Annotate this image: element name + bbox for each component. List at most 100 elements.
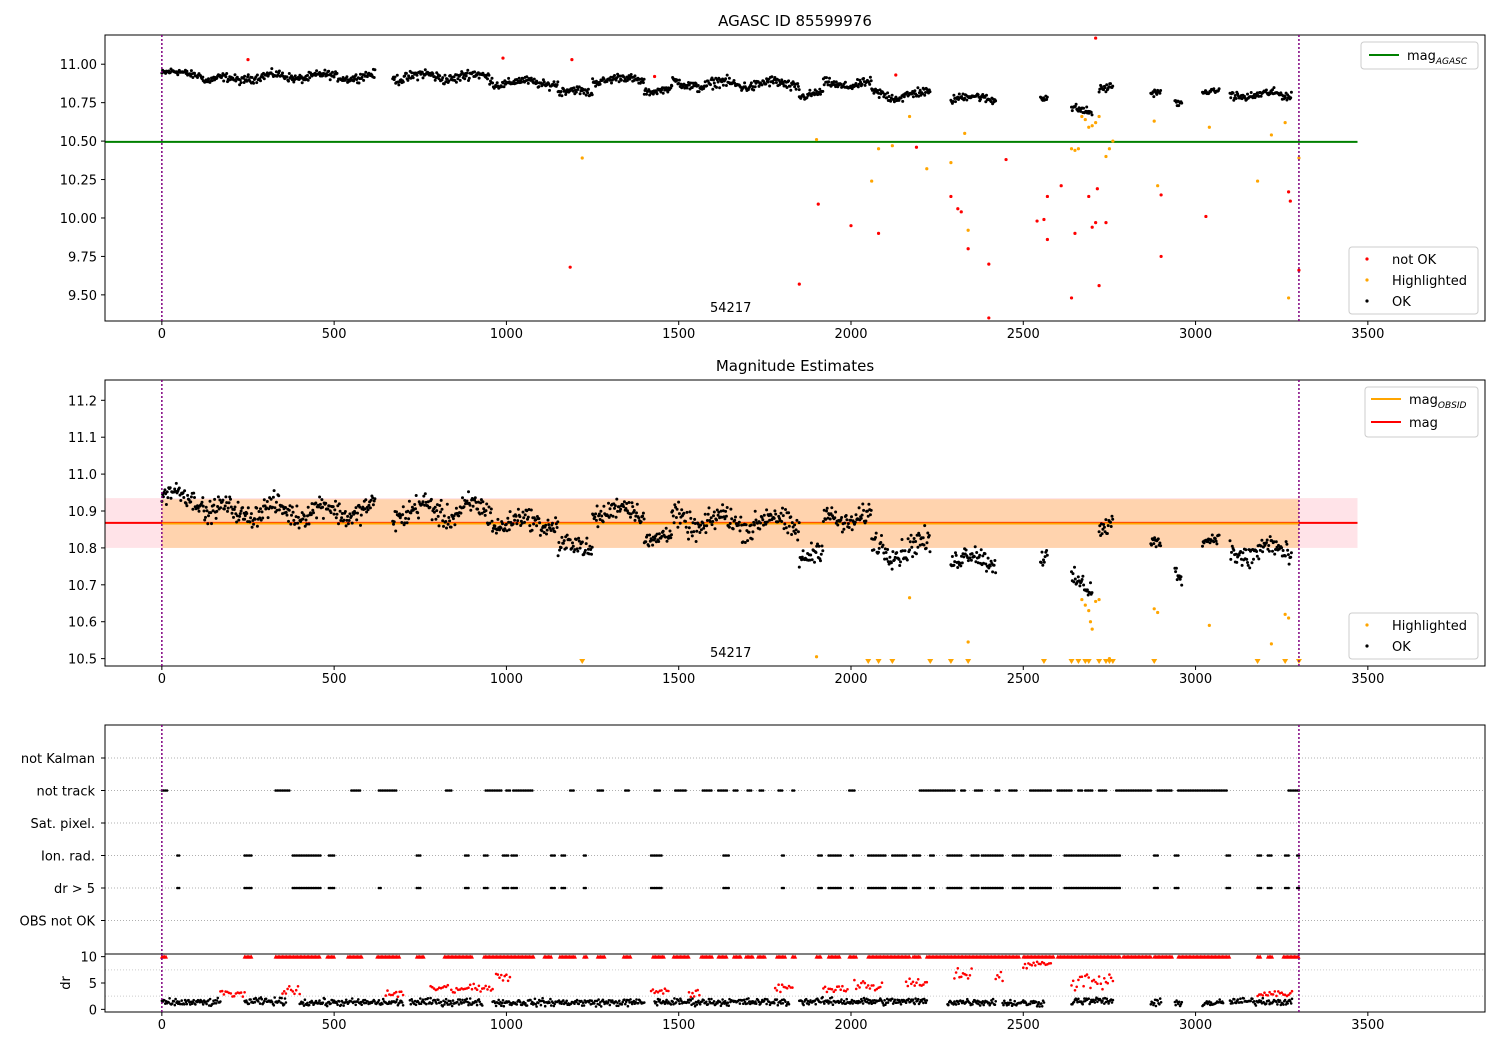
ok-point xyxy=(285,513,289,517)
flag-point xyxy=(394,789,398,792)
ok-point xyxy=(359,72,362,76)
flag-point xyxy=(1022,854,1025,857)
ok-point xyxy=(960,561,964,565)
dr-not-ok-point xyxy=(496,973,500,976)
ok-point xyxy=(928,90,932,94)
dr-not-ok-point xyxy=(384,994,388,997)
ok-point xyxy=(435,509,439,513)
ok-point xyxy=(900,538,904,541)
highlighted-point xyxy=(1207,623,1211,628)
ok-point xyxy=(1073,577,1077,581)
ok-point xyxy=(693,517,697,521)
flag-point xyxy=(419,854,422,857)
dr-ok-point xyxy=(377,999,381,1002)
flag-point xyxy=(1156,886,1159,890)
ok-point xyxy=(551,521,554,525)
ok-point xyxy=(1289,90,1293,94)
ok-point xyxy=(517,76,521,80)
lower-limit-marker xyxy=(927,659,934,664)
ok-point xyxy=(1045,553,1049,557)
flag-point xyxy=(1011,854,1015,857)
ok-point xyxy=(177,486,181,490)
ok-point xyxy=(787,524,791,528)
dr-not-ok-point xyxy=(868,987,872,990)
dr-ok-point xyxy=(282,1003,286,1006)
dr-ok-point xyxy=(821,995,824,999)
ok-point xyxy=(188,72,192,76)
ok-point xyxy=(797,521,801,525)
ok-point xyxy=(1073,565,1076,569)
ok-point xyxy=(622,505,626,509)
dr-ok-point xyxy=(891,1002,895,1005)
dr-ok-point xyxy=(680,999,683,1002)
dr-ok-point xyxy=(775,998,779,1001)
flag-point xyxy=(177,886,181,890)
ok-point xyxy=(1252,557,1255,561)
ok-point xyxy=(963,96,967,100)
ok-point xyxy=(573,548,577,552)
dr-ok-point xyxy=(1040,1005,1044,1008)
ok-point xyxy=(952,563,956,567)
ok-point xyxy=(903,549,907,553)
ok-point xyxy=(830,506,834,510)
ok-point xyxy=(215,76,219,80)
y-tick-label: 10.8 xyxy=(68,542,97,557)
ok-point xyxy=(1240,563,1244,567)
flag-point xyxy=(1125,789,1128,792)
ok-point xyxy=(552,80,556,84)
ok-point xyxy=(259,507,262,511)
ok-point xyxy=(437,524,441,528)
dr-ok-point xyxy=(1034,1000,1038,1004)
x-tick-label: 3000 xyxy=(1179,672,1212,687)
ok-point xyxy=(450,75,454,79)
dr-ok-point xyxy=(1267,999,1271,1002)
ok-point xyxy=(547,82,551,86)
dr-ok-point xyxy=(1261,996,1265,1000)
flag-point xyxy=(1071,886,1075,890)
ok-point xyxy=(619,507,623,511)
dr-not-ok-point xyxy=(698,993,701,997)
ok-point xyxy=(207,77,210,81)
ok-point xyxy=(868,75,872,79)
dr-not-ok-point xyxy=(970,967,973,970)
x-tick-label: 1000 xyxy=(490,672,523,687)
x-tick-label: 1000 xyxy=(490,327,523,342)
ok-point xyxy=(895,551,899,555)
ok-point xyxy=(993,559,997,562)
ok-point xyxy=(737,520,741,524)
ok-point xyxy=(549,529,553,532)
flag-point xyxy=(1228,854,1232,857)
dr-ok-point xyxy=(804,997,808,1001)
ok-point xyxy=(514,514,518,518)
ok-point xyxy=(1154,545,1158,549)
dr-ok-point xyxy=(321,1001,325,1004)
y-tick-label: 11.1 xyxy=(68,431,97,446)
ok-point xyxy=(970,552,974,556)
dr-ok-point xyxy=(861,1002,865,1005)
highlighted-point xyxy=(1286,296,1291,300)
ok-point xyxy=(969,558,973,562)
ok-point xyxy=(715,85,718,89)
flag-point xyxy=(953,789,956,792)
ok-point xyxy=(178,493,182,497)
agasc-magnitude-panel: AGASC ID 85599976 0 500 1000 1500 2000 2500 30… xyxy=(60,12,1486,342)
ok-point xyxy=(206,522,210,526)
ok-point xyxy=(1076,575,1080,579)
flag-point xyxy=(884,886,887,890)
dr-ok-point xyxy=(201,1001,204,1004)
ok-point xyxy=(828,517,832,521)
ok-point xyxy=(864,519,868,523)
dr-not-ok-point xyxy=(467,986,470,989)
dr-clipped-marker xyxy=(317,954,322,959)
ok-point xyxy=(593,515,597,519)
ok-point xyxy=(252,81,256,85)
dr-ok-point xyxy=(862,996,866,1000)
ok-point xyxy=(433,78,437,82)
ok-point xyxy=(647,544,651,548)
dr-clipped-marker xyxy=(397,954,402,959)
ok-point xyxy=(304,518,308,522)
flag-point xyxy=(500,789,503,792)
not-ok-point xyxy=(570,58,574,62)
ok-point xyxy=(331,70,334,74)
